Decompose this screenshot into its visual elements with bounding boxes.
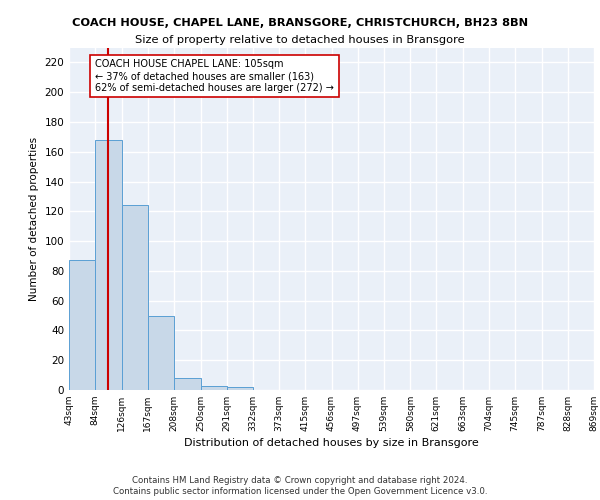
Text: Contains public sector information licensed under the Open Government Licence v3: Contains public sector information licen… <box>113 487 487 496</box>
Text: Size of property relative to detached houses in Bransgore: Size of property relative to detached ho… <box>135 35 465 45</box>
Text: COACH HOUSE, CHAPEL LANE, BRANSGORE, CHRISTCHURCH, BH23 8BN: COACH HOUSE, CHAPEL LANE, BRANSGORE, CHR… <box>72 18 528 28</box>
Bar <box>148 316 174 390</box>
Text: Contains HM Land Registry data © Crown copyright and database right 2024.: Contains HM Land Registry data © Crown c… <box>132 476 468 485</box>
Bar <box>174 378 200 390</box>
Bar <box>200 386 227 390</box>
Text: COACH HOUSE CHAPEL LANE: 105sqm
← 37% of detached houses are smaller (163)
62% o: COACH HOUSE CHAPEL LANE: 105sqm ← 37% of… <box>95 60 334 92</box>
Bar <box>69 260 95 390</box>
Bar <box>122 206 148 390</box>
X-axis label: Distribution of detached houses by size in Bransgore: Distribution of detached houses by size … <box>184 438 479 448</box>
Bar <box>227 387 253 390</box>
Y-axis label: Number of detached properties: Number of detached properties <box>29 136 39 301</box>
Bar <box>95 140 122 390</box>
